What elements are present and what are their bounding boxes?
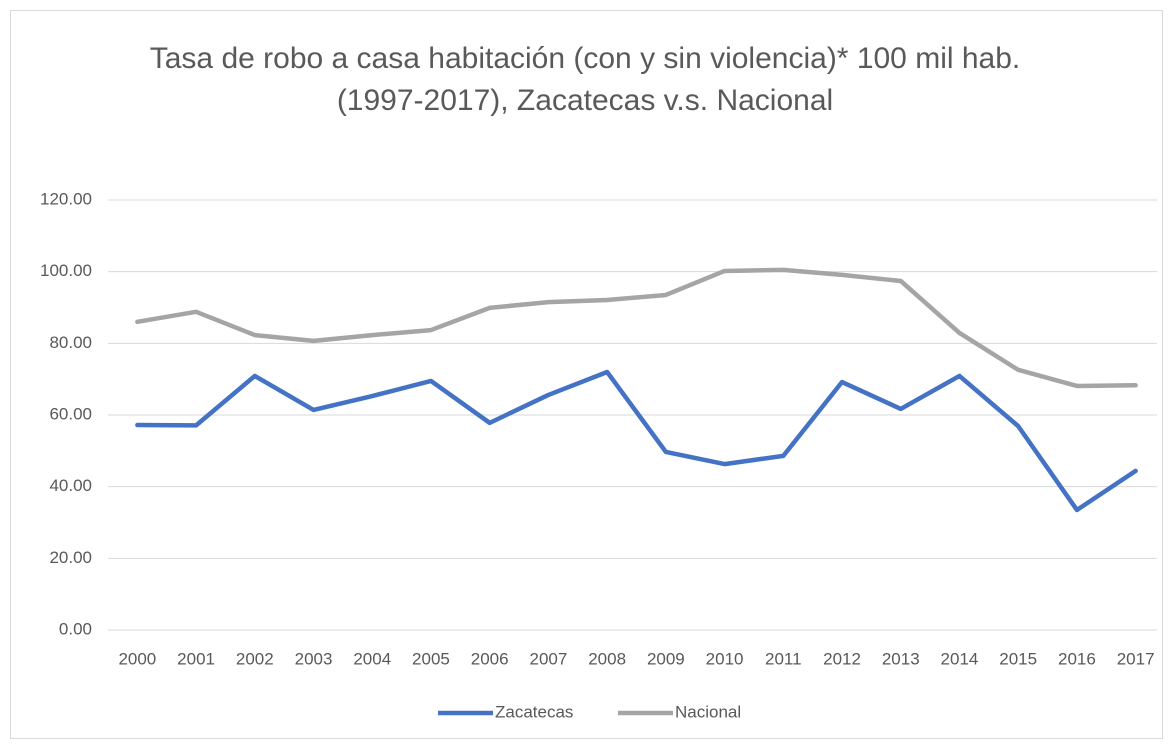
- x-tick-label: 2001: [177, 649, 215, 668]
- x-tick-label: 2009: [647, 649, 685, 668]
- series-line: [135, 369, 1138, 513]
- x-tick-label: 2007: [530, 649, 568, 668]
- x-tick-label: 2015: [999, 649, 1037, 668]
- chart-frame: [10, 10, 1163, 739]
- x-tick-label: 2000: [118, 649, 156, 668]
- y-tick-label: 120.00: [40, 189, 92, 208]
- y-tick-label: 100.00: [40, 261, 92, 280]
- y-tick-label: 60.00: [49, 404, 92, 423]
- x-tick-label: 2005: [412, 649, 450, 668]
- x-tick-label: 2010: [706, 649, 744, 668]
- y-tick-label: 20.00: [49, 548, 92, 567]
- y-tick-label: 80.00: [49, 333, 92, 352]
- x-tick-label: 2011: [765, 649, 802, 668]
- x-tick-label: 2002: [236, 649, 274, 668]
- legend-label: Nacional: [675, 702, 741, 721]
- x-tick-label: 2004: [353, 649, 391, 668]
- x-tick-label: 2003: [295, 649, 333, 668]
- x-tick-label: 2016: [1058, 649, 1096, 668]
- legend-label: Zacatecas: [495, 702, 573, 721]
- y-tick-label: 0.00: [59, 619, 92, 638]
- x-tick-label: 2014: [941, 649, 979, 668]
- chart-title: Tasa de robo a casa habitación (con y si…: [149, 42, 1021, 117]
- x-tick-label: 2012: [823, 649, 861, 668]
- x-tick-label: 2013: [882, 649, 920, 668]
- x-tick-label: 2017: [1117, 649, 1155, 668]
- x-tick-label: 2008: [588, 649, 626, 668]
- series-line: [135, 267, 1138, 389]
- x-tick-label: 2006: [471, 649, 509, 668]
- y-tick-label: 40.00: [49, 476, 92, 495]
